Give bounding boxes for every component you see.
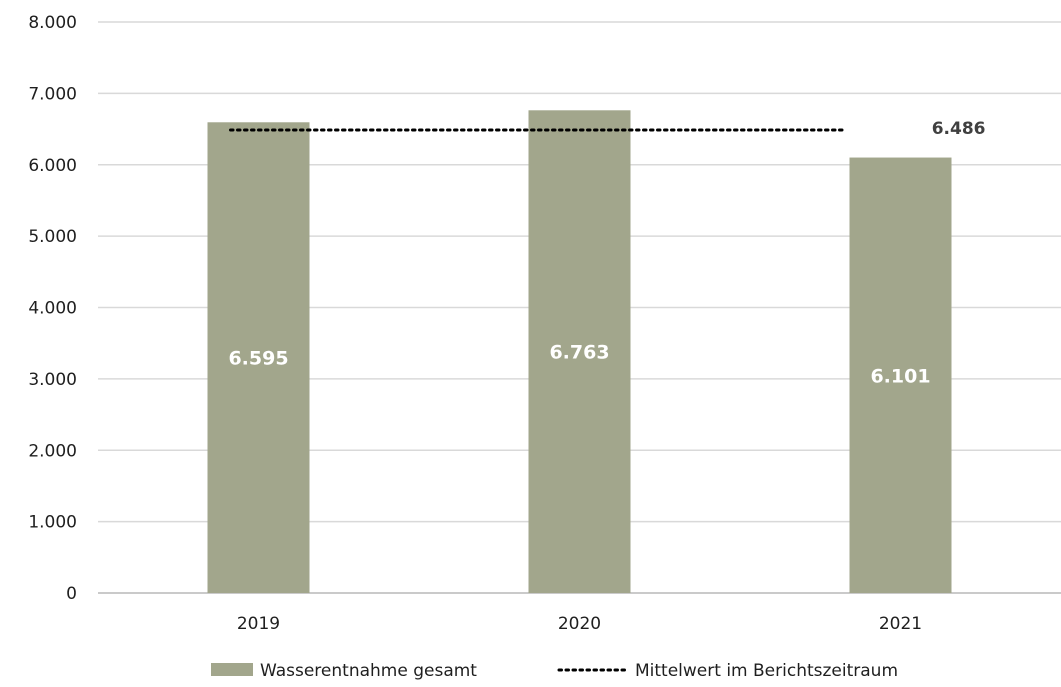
y-tick-label: 1.000 bbox=[28, 513, 77, 533]
x-axis-category-labels: 2019 2020 2021 bbox=[237, 614, 922, 634]
y-tick-label: 0 bbox=[66, 584, 77, 604]
x-category-label-2020: 2020 bbox=[558, 614, 601, 634]
y-tick-label: 2.000 bbox=[28, 441, 77, 461]
y-tick-label: 6.000 bbox=[28, 156, 77, 176]
y-tick-label: 3.000 bbox=[28, 370, 77, 390]
legend-label-average-line: Mittelwert im Berichtszeitraum bbox=[635, 661, 898, 681]
average-line-group: 6.486 bbox=[229, 119, 986, 139]
legend: Wasserentnahme gesamt Mittelwert im Beri… bbox=[211, 661, 898, 681]
bars bbox=[207, 110, 952, 594]
x-category-label-2019: 2019 bbox=[237, 614, 280, 634]
bar-2020 bbox=[528, 110, 631, 593]
legend-swatch-bar bbox=[211, 663, 253, 676]
bar-2019 bbox=[207, 122, 310, 594]
legend-label-bar-series: Wasserentnahme gesamt bbox=[260, 661, 477, 681]
bar-value-label-2019: 6.595 bbox=[228, 348, 288, 370]
y-tick-label: 5.000 bbox=[28, 227, 77, 247]
y-tick-label: 7.000 bbox=[28, 84, 77, 104]
y-axis-tick-labels: 0 1.000 2.000 3.000 4.000 5.000 6.000 7.000 8.00… bbox=[28, 13, 77, 604]
y-tick-label: 8.000 bbox=[28, 13, 77, 33]
bar-value-label-2020: 6.763 bbox=[549, 342, 609, 364]
bar-data-labels: 6.595 6.763 6.101 bbox=[228, 342, 930, 388]
bar-2021 bbox=[849, 157, 952, 593]
x-category-label-2021: 2021 bbox=[879, 614, 922, 634]
average-value-label: 6.486 bbox=[932, 119, 986, 139]
y-tick-label: 4.000 bbox=[28, 299, 77, 319]
bar-value-label-2021: 6.101 bbox=[870, 365, 930, 387]
